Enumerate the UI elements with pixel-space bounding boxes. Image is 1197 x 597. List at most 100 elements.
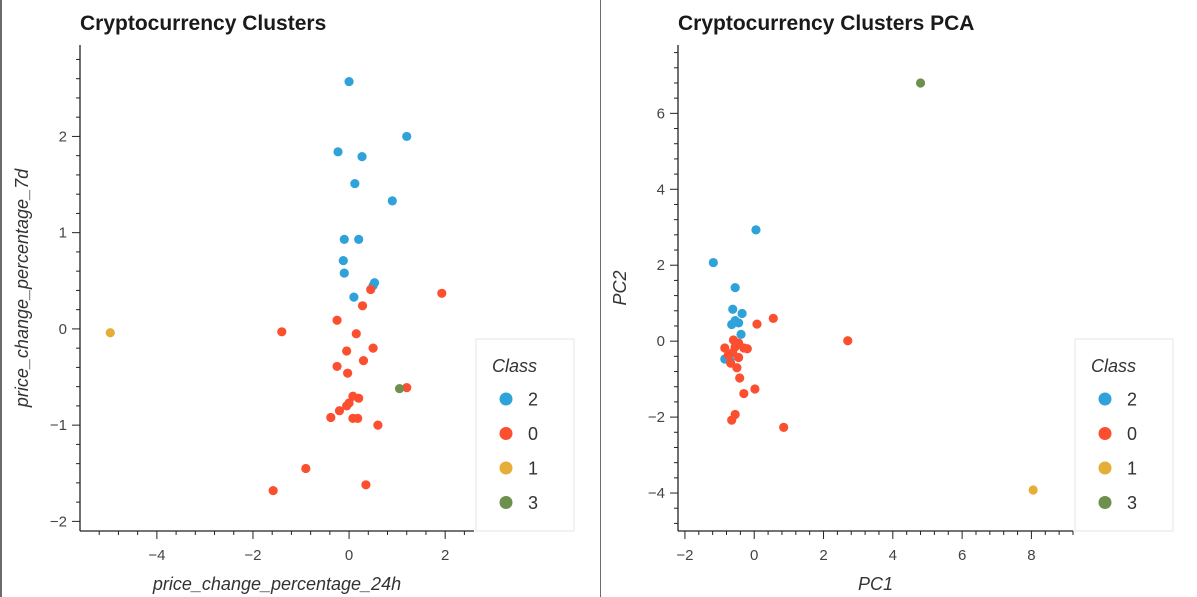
y-tick-label: −1 [50,417,67,434]
y-tick-label: 0 [59,321,67,338]
scatter-point-class-0[interactable] [353,413,363,424]
scatter-point-class-0[interactable] [779,422,789,432]
legend-marker-0[interactable] [1098,427,1112,440]
clusters-scatter-chart[interactable]: Cryptocurrency Clusters −4 −2 0 2 −2 −1 0 1 2 pric… [2,0,602,597]
x-tick-label: −2 [676,547,693,564]
scatter-point-class-0[interactable] [277,327,287,337]
scatter-point-class-2[interactable] [730,316,740,326]
scatter-point-class-2[interactable] [387,196,397,206]
scatter-point-class-0[interactable] [402,383,412,393]
scatter-point-class-0[interactable] [735,373,745,383]
scatter-point-class-0[interactable] [358,356,369,366]
scatter-point-class-0[interactable] [727,415,737,425]
legend: Class 2 0 1 3 [475,338,575,532]
legend-label-3[interactable]: 3 [528,493,538,513]
legend-marker-3[interactable] [499,496,513,509]
scatter-point-class-0[interactable] [373,420,383,430]
scatter-point-class-0[interactable] [739,388,749,399]
scatter-point-class-0[interactable] [768,313,778,323]
scatter-point-class-0[interactable] [734,352,744,363]
scatter-point-class-2[interactable] [728,304,738,314]
y-tick-label: −2 [648,409,665,426]
y-tick-label: −2 [50,513,67,530]
legend-marker-2[interactable] [1098,392,1112,406]
scatter-point-class-0[interactable] [366,284,376,295]
scatter-point-class-2[interactable] [354,234,364,244]
y-tick-label: −4 [648,485,665,502]
chart-title: Cryptocurrency Clusters [80,12,326,35]
scatter-point-class-1[interactable] [1028,485,1038,495]
scatter-point-class-3[interactable] [394,383,405,394]
scatter-point-class-2[interactable] [357,152,367,162]
scatter-point-class-3[interactable] [915,78,926,88]
scatter-point-class-0[interactable] [361,480,371,490]
legend-label-1[interactable]: 1 [1127,459,1137,479]
scatter-point-class-0[interactable] [268,485,278,496]
legend-label-0[interactable]: 0 [528,424,538,444]
x-tick-label: 0 [345,547,353,564]
scatter-point-class-2[interactable] [751,225,761,235]
scatter-point-class-1[interactable] [105,328,115,338]
x-tick-label: −4 [148,547,165,564]
y-tick-label: 0 [657,333,665,350]
scatter-point-class-0[interactable] [354,393,364,403]
scatter-point-class-0[interactable] [843,336,853,346]
legend-label-3[interactable]: 3 [1127,493,1137,513]
scatter-point-class-0[interactable] [342,401,352,411]
x-axis-label: price_change_percentage_24h [152,574,401,594]
scatter-point-class-0[interactable] [720,343,730,353]
scatter-point-class-0[interactable] [752,319,762,329]
y-tick-label: 6 [657,105,665,122]
left-chart-panel: Cryptocurrency Clusters −4 −2 0 2 −2 −1 0 1 2 pric… [0,0,602,597]
scatter-point-class-0[interactable] [334,406,345,416]
chart-title: Cryptocurrency Clusters PCA [678,12,974,35]
y-tick-label: 2 [657,257,665,274]
scatter-point-class-0[interactable] [730,342,740,352]
scatter-point-class-2[interactable] [730,283,740,293]
scatter-point-class-0[interactable] [750,384,760,394]
legend-marker-2[interactable] [499,392,513,406]
scatter-point-class-2[interactable] [338,255,348,266]
scatter-point-class-0[interactable] [351,329,361,339]
scatter-point-class-2[interactable] [344,76,354,87]
scatter-point-class-2[interactable] [349,292,359,302]
scatter-point-class-0[interactable] [437,288,447,298]
scatter-point-class-2[interactable] [350,178,360,189]
x-tick-label: 2 [441,547,449,564]
legend-marker-1[interactable] [499,461,513,475]
legend-label-2[interactable]: 2 [528,390,538,410]
scatter-point-class-2[interactable] [708,257,718,268]
scatter-point-class-0[interactable] [342,346,352,356]
scatter-point-class-0[interactable] [326,412,336,423]
legend: Class 2 0 1 3 [1074,338,1174,532]
legend-marker-0[interactable] [499,427,513,440]
scatter-point-class-2[interactable] [333,147,343,157]
scatter-point-class-2[interactable] [339,234,349,244]
clusters-pca-scatter-chart[interactable]: Cryptocurrency Clusters PCA −2 0 2 4 6 8 −4 −2 0 2… [601,0,1197,597]
x-axis-label: PC1 [858,574,893,594]
scatter-point-class-0[interactable] [332,315,342,325]
legend-label-1[interactable]: 1 [528,459,538,479]
x-tick-label: 4 [889,547,897,564]
legend-label-2[interactable]: 2 [1127,390,1137,410]
scatter-point-class-0[interactable] [332,361,342,372]
scatter-point-class-2[interactable] [402,131,412,142]
y-tick-label: 1 [59,225,67,242]
legend-title: Class [492,356,537,376]
legend-label-0[interactable]: 0 [1127,424,1137,444]
scatter-point-class-0[interactable] [723,350,733,360]
scatter-point-class-0[interactable] [368,343,378,353]
legend-box [475,338,575,532]
scatter-point-class-0[interactable] [742,344,752,354]
scatter-point-class-2[interactable] [737,308,747,319]
scatter-point-class-2[interactable] [339,268,349,278]
legend-marker-1[interactable] [1098,461,1112,475]
x-tick-label: 8 [1027,547,1035,564]
scatter-point-class-2[interactable] [736,329,746,339]
legend-marker-3[interactable] [1098,496,1112,509]
scatter-point-class-0[interactable] [732,363,742,373]
right-chart-panel: Cryptocurrency Clusters PCA −2 0 2 4 6 8 −4 −2 0 2… [600,0,1197,597]
scatter-point-class-0[interactable] [343,368,353,378]
scatter-point-class-0[interactable] [357,301,368,311]
scatter-point-class-0[interactable] [301,463,311,474]
